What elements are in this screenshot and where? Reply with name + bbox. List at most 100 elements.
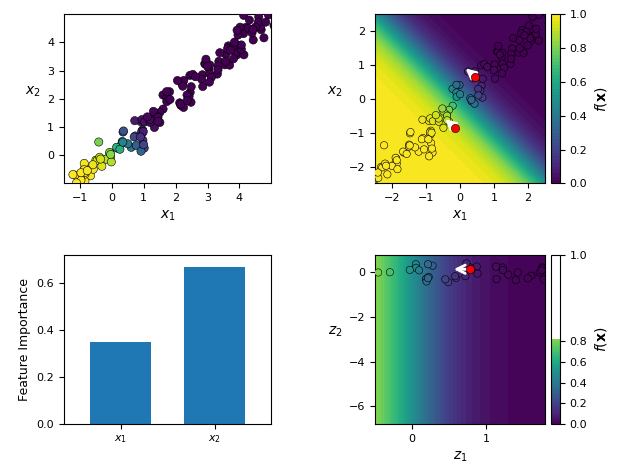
Point bbox=[248, 36, 259, 44]
Point bbox=[438, 108, 449, 115]
Point bbox=[204, 78, 214, 86]
Point bbox=[188, 71, 198, 78]
Point bbox=[632, 271, 640, 279]
Point bbox=[460, 272, 470, 280]
Point bbox=[385, 268, 395, 276]
Point bbox=[136, 128, 147, 135]
Point bbox=[364, 180, 374, 187]
Point bbox=[424, 117, 434, 125]
Point bbox=[248, 25, 258, 33]
Point bbox=[354, 200, 364, 208]
Point bbox=[538, 264, 548, 272]
Point bbox=[70, 171, 80, 179]
Point bbox=[538, 276, 548, 283]
Point bbox=[179, 77, 189, 84]
Point bbox=[476, 62, 486, 69]
Point bbox=[426, 129, 436, 137]
Point bbox=[213, 66, 223, 73]
Point bbox=[191, 264, 202, 272]
Point bbox=[247, 29, 257, 37]
Point bbox=[258, 267, 268, 274]
Point bbox=[433, 115, 444, 122]
Point bbox=[155, 260, 165, 268]
Point bbox=[353, 210, 363, 217]
Point bbox=[190, 73, 200, 81]
Point bbox=[428, 117, 438, 125]
Point bbox=[232, 26, 242, 34]
Point bbox=[434, 118, 444, 125]
Point bbox=[547, 262, 557, 269]
Point bbox=[557, 0, 567, 5]
Point bbox=[221, 51, 231, 58]
Point bbox=[88, 161, 98, 169]
Point bbox=[153, 114, 163, 121]
Point bbox=[364, 188, 374, 196]
Y-axis label: Feature Importance: Feature Importance bbox=[18, 278, 31, 401]
Point bbox=[227, 43, 237, 51]
Point bbox=[105, 149, 115, 157]
Point bbox=[506, 50, 516, 57]
Point bbox=[364, 178, 374, 186]
Point bbox=[111, 144, 122, 151]
Point bbox=[254, 267, 264, 275]
Point bbox=[524, 22, 534, 29]
Point bbox=[232, 51, 242, 59]
Point bbox=[417, 136, 427, 143]
Point bbox=[130, 132, 140, 140]
Point bbox=[426, 127, 436, 135]
Point bbox=[285, 270, 296, 277]
Point bbox=[472, 270, 483, 277]
Point bbox=[106, 267, 116, 275]
Point bbox=[460, 265, 470, 273]
Point bbox=[540, 0, 550, 3]
Point bbox=[450, 124, 460, 131]
Point bbox=[212, 70, 223, 78]
Point bbox=[209, 269, 220, 277]
Point bbox=[491, 263, 501, 270]
Point bbox=[355, 274, 365, 282]
Point bbox=[185, 89, 195, 96]
Point bbox=[136, 266, 147, 274]
Point bbox=[542, 10, 552, 18]
Point bbox=[490, 75, 500, 82]
Point bbox=[489, 66, 499, 74]
Point bbox=[259, 34, 269, 41]
Point bbox=[482, 63, 492, 71]
Point bbox=[256, 26, 266, 33]
Point bbox=[355, 191, 365, 198]
Point bbox=[317, 261, 327, 268]
Point bbox=[517, 26, 527, 34]
Point bbox=[520, 32, 530, 39]
Bar bbox=[184, 267, 246, 424]
Point bbox=[461, 260, 472, 267]
Point bbox=[411, 260, 421, 268]
Point bbox=[360, 187, 370, 195]
Point bbox=[176, 102, 186, 109]
Point bbox=[443, 278, 453, 286]
Point bbox=[613, 268, 623, 276]
Point bbox=[380, 160, 390, 167]
Point bbox=[175, 99, 185, 106]
Point bbox=[165, 96, 175, 103]
Point bbox=[91, 156, 101, 164]
Point bbox=[153, 113, 163, 121]
Point bbox=[387, 162, 397, 170]
Point bbox=[524, 27, 534, 35]
Point bbox=[405, 128, 415, 136]
Point bbox=[236, 46, 246, 53]
Point bbox=[118, 128, 128, 136]
Point bbox=[253, 13, 264, 21]
Point bbox=[140, 265, 150, 273]
Point bbox=[239, 269, 250, 277]
Point bbox=[76, 176, 86, 184]
Point bbox=[116, 260, 126, 268]
Bar bbox=[90, 342, 151, 424]
Y-axis label: $x_2$: $x_2$ bbox=[327, 84, 343, 99]
X-axis label: $x_1$: $x_1$ bbox=[160, 209, 175, 223]
Point bbox=[199, 268, 209, 276]
Point bbox=[216, 267, 227, 274]
Point bbox=[138, 128, 148, 135]
Point bbox=[467, 71, 477, 78]
Point bbox=[202, 272, 212, 280]
Point bbox=[243, 24, 253, 32]
